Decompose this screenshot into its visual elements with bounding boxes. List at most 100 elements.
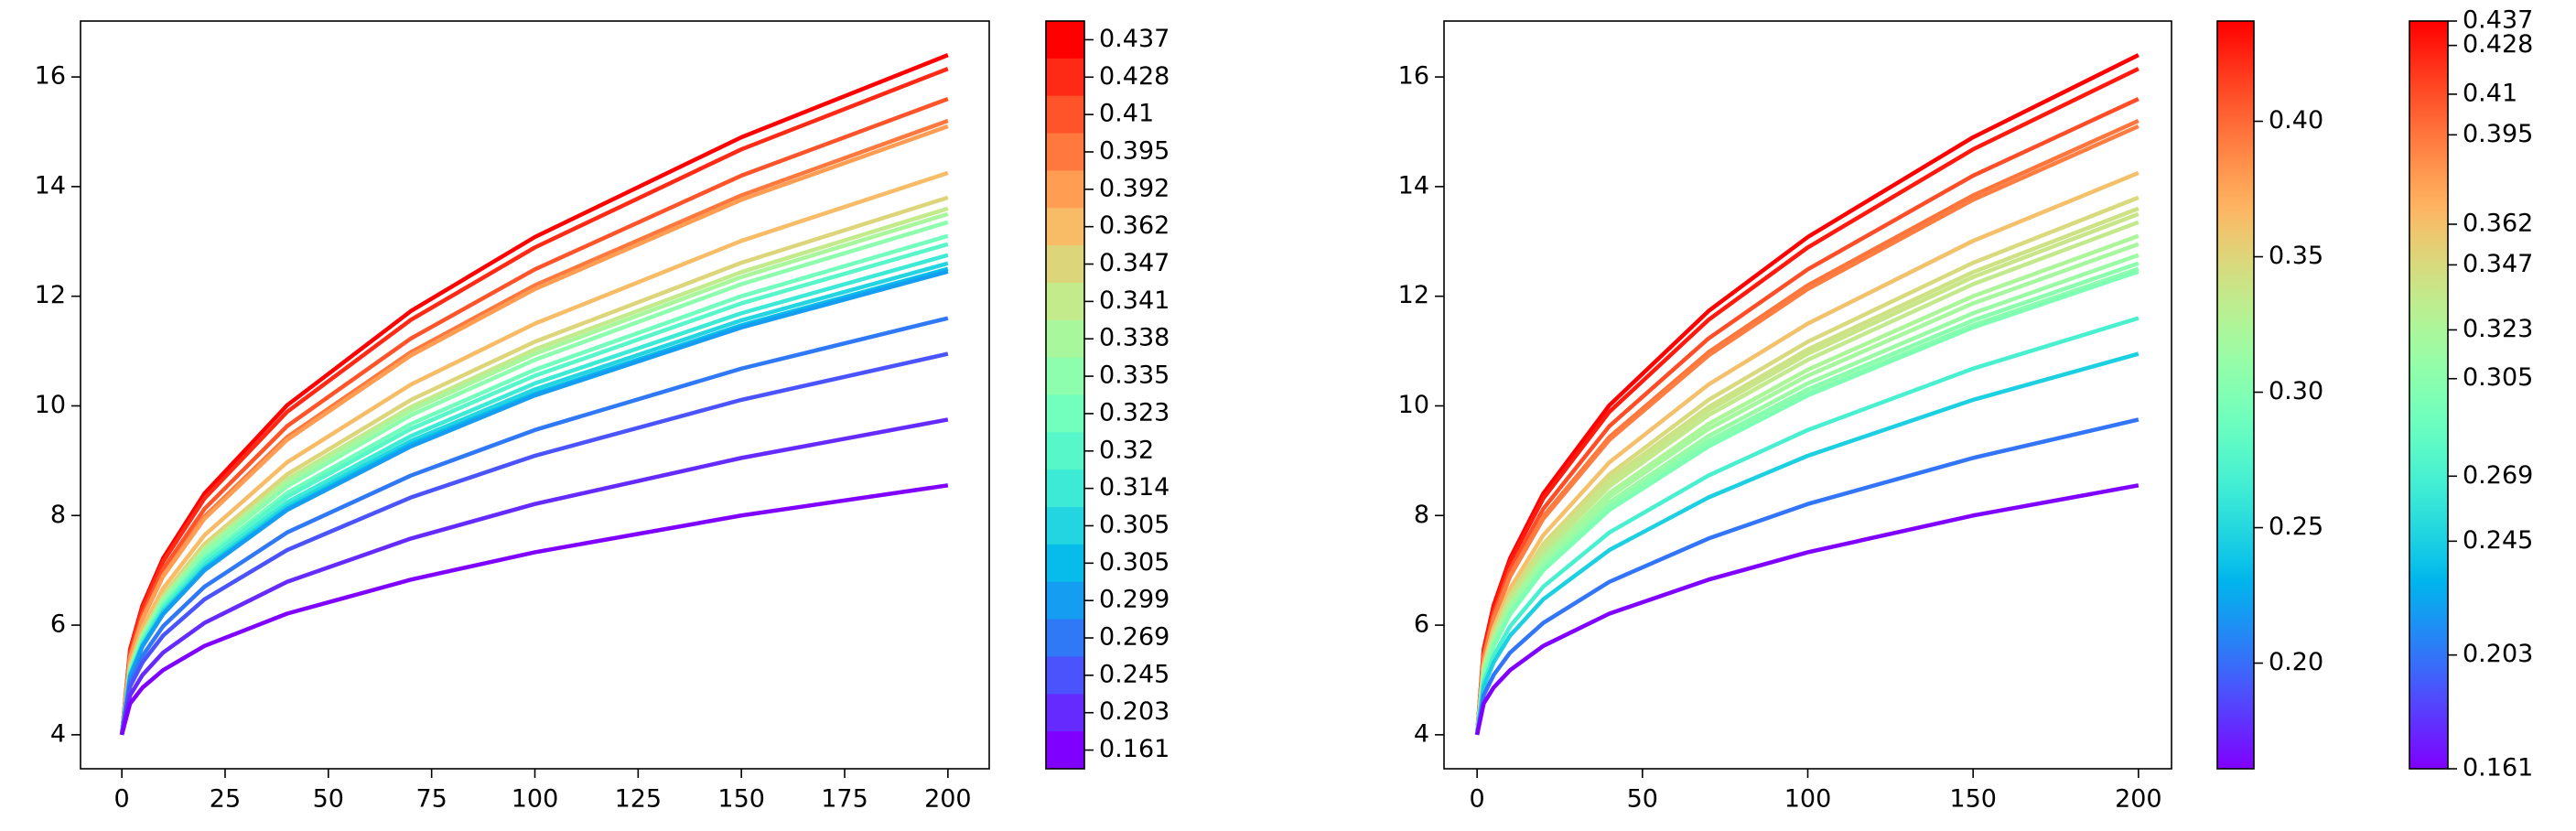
colorbar-tick-label: 0.161 xyxy=(1099,735,1169,763)
colorbar-tick-label: 0.323 xyxy=(1099,398,1169,426)
colorbar-tick-label: 0.437 xyxy=(2463,6,2533,35)
x-tick-label: 50 xyxy=(313,785,344,814)
x-tick-label: 0 xyxy=(1470,785,1485,814)
x-tick-label: 150 xyxy=(717,785,765,814)
colorbar-tick-label: 0.437 xyxy=(1099,25,1169,53)
curve xyxy=(1474,233,2139,736)
colorbar-tick-label: 0.323 xyxy=(2463,315,2533,343)
x-tick-label: 125 xyxy=(615,785,663,814)
colorbar-tick-label: 0.362 xyxy=(1099,211,1169,240)
y-tick-label: 12 xyxy=(1398,281,1429,309)
colorbar-tick-label: 0.203 xyxy=(1099,697,1169,726)
x-tick-label: 100 xyxy=(1784,785,1832,814)
x-tick-label: 175 xyxy=(821,785,868,814)
colorbar-block xyxy=(1046,581,1084,621)
y-tick-label: 8 xyxy=(1414,501,1429,529)
x-tick-label: 25 xyxy=(210,785,241,814)
colorbar-block xyxy=(1046,469,1084,508)
colorbar-frame xyxy=(1045,20,1085,770)
x-tick-label: 100 xyxy=(512,785,559,814)
colorbar-block xyxy=(1046,319,1084,359)
colorbar-tick-label: 0.392 xyxy=(1099,174,1169,202)
colorbar-tick-label: 0.41 xyxy=(1099,100,1154,128)
colorbar-tick-label: 0.428 xyxy=(2463,30,2533,59)
colorbar-tick-label: 0.338 xyxy=(1099,324,1169,352)
colorbar-block xyxy=(1046,245,1084,284)
curve xyxy=(1474,253,2139,736)
curve xyxy=(119,242,949,736)
colorbar-block xyxy=(1046,21,1084,59)
colorbar-tick-label: 0.347 xyxy=(1099,249,1169,277)
x-tick-label: 150 xyxy=(1949,785,1997,814)
y-tick-label: 8 xyxy=(50,501,66,529)
y-tick-label: 14 xyxy=(1398,171,1429,200)
colorbar-tick-label: 0.305 xyxy=(1099,548,1169,577)
curve xyxy=(119,483,949,736)
x-tick-label: 200 xyxy=(2115,785,2162,814)
y-tick-label: 10 xyxy=(1398,391,1429,419)
colorbar-tick-label: 0.161 xyxy=(2463,754,2533,782)
colorbar-block xyxy=(1046,170,1084,209)
colorbar-block xyxy=(1046,394,1084,433)
curve xyxy=(119,253,949,736)
y-tick-label: 16 xyxy=(35,62,66,91)
colorbar-tick-label: 0.335 xyxy=(1099,362,1169,390)
curve xyxy=(1474,97,2139,736)
colorbar xyxy=(2409,20,2449,770)
colorbar-tick-label: 0.20 xyxy=(2269,648,2323,676)
colorbar-block xyxy=(1046,208,1084,246)
x-tick-label: 200 xyxy=(924,785,972,814)
curve xyxy=(1474,242,2139,736)
colorbar-tick-label: 0.35 xyxy=(2269,242,2323,270)
curve xyxy=(1474,351,2139,736)
y-tick-label: 12 xyxy=(35,281,66,309)
y-tick-label: 6 xyxy=(1414,610,1429,639)
colorbar-tick-label: 0.245 xyxy=(2463,526,2533,555)
colorbar-block xyxy=(1046,432,1084,470)
curve xyxy=(119,96,949,736)
colorbar-tick-label: 0.428 xyxy=(1099,62,1169,91)
curve xyxy=(119,351,949,736)
colorbar-tick-label: 0.41 xyxy=(2463,79,2517,107)
colorbar-tick-label: 0.362 xyxy=(2463,210,2533,238)
curve xyxy=(119,233,949,736)
colorbar-block xyxy=(1046,656,1084,695)
colorbar-tick-label: 0.395 xyxy=(2463,120,2533,148)
colorbar-tick-label: 0.203 xyxy=(2463,640,2533,668)
x-tick-label: 50 xyxy=(1627,785,1658,814)
x-tick-label: 0 xyxy=(114,785,130,814)
colorbar-tick-label: 0.25 xyxy=(2269,513,2323,541)
colorbar-tick-label: 0.40 xyxy=(2269,106,2323,135)
colorbar-tick-label: 0.245 xyxy=(1099,660,1169,688)
y-tick-label: 16 xyxy=(1398,62,1429,91)
colorbar-block xyxy=(1046,282,1084,321)
curve xyxy=(119,269,949,736)
colorbar-tick-label: 0.30 xyxy=(2269,377,2323,405)
colorbar-block xyxy=(1046,58,1084,97)
curve xyxy=(119,124,949,736)
colorbar-tick-label: 0.299 xyxy=(1099,586,1169,614)
colorbar-block xyxy=(1046,619,1084,657)
colorbar-tick-label: 0.347 xyxy=(2463,250,2533,278)
curve xyxy=(119,417,949,736)
x-tick-label: 75 xyxy=(415,785,447,814)
curve xyxy=(1474,316,2139,736)
colorbar-block xyxy=(1046,731,1084,770)
curve xyxy=(1474,483,2139,736)
colorbar-block xyxy=(1046,133,1084,171)
colorbar-tick-label: 0.395 xyxy=(1099,136,1169,165)
curve xyxy=(1474,417,2139,736)
colorbar-tick-label: 0.305 xyxy=(2463,363,2533,392)
colorbar-tick-label: 0.269 xyxy=(2463,461,2533,490)
colorbar-block xyxy=(1046,694,1084,732)
curve xyxy=(1474,269,2139,736)
y-tick-label: 10 xyxy=(35,391,66,419)
axes-frame xyxy=(1443,20,2172,770)
curve xyxy=(119,316,949,736)
colorbar-block xyxy=(1046,507,1084,545)
colorbar xyxy=(2216,20,2255,770)
colorbar-tick-label: 0.269 xyxy=(1099,623,1169,652)
y-tick-label: 4 xyxy=(50,719,66,748)
colorbar-tick-label: 0.32 xyxy=(1099,436,1154,464)
